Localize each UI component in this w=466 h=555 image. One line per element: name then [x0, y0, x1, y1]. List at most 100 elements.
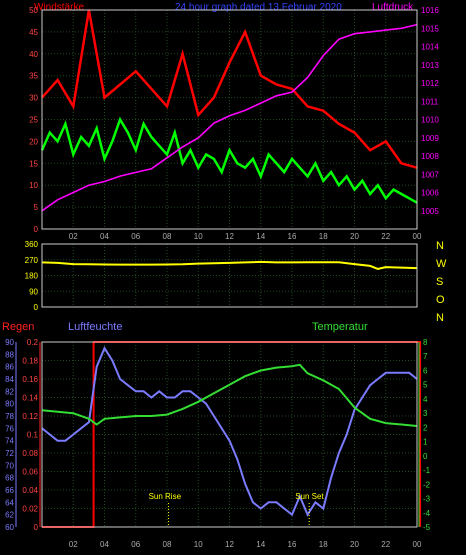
humidity-y-ticks: 90 88 86 84 82 80 78 76 74 72 70 68 66 64 62 60 — [5, 338, 14, 532]
wind-y-tick: 30 — [29, 94, 38, 103]
series-line-Windrichtung — [41, 260, 418, 270]
rain-y-tick: 0.14 — [22, 394, 38, 403]
wind-y-tick: 20 — [29, 137, 38, 146]
humidity-y-tick: 60 — [5, 523, 14, 532]
x-tick-label: 10 — [194, 540, 203, 549]
rain-y-tick: 0.2 — [27, 338, 39, 347]
compass-label: N — [436, 240, 444, 252]
temperature-y-tick: 4 — [423, 395, 428, 404]
wind-axis-label: Windstärke — [34, 2, 84, 13]
temperature-y-tick: -1 — [423, 466, 431, 475]
pressure-y-tick: 1016 — [421, 6, 439, 15]
rain-y-tick: 0.16 — [22, 375, 38, 384]
x-tick-label: 18 — [319, 232, 328, 241]
chart-title: 24 hour graph dated 13.Februar 2020 — [175, 2, 342, 13]
humidity-y-tick: 70 — [5, 461, 14, 470]
x-tick-label: 02 — [69, 232, 78, 241]
humidity-y-tick: 80 — [5, 400, 14, 409]
pressure-y-tick: 1009 — [421, 134, 439, 143]
compass-label: O — [436, 294, 445, 306]
pressure-y-tick: 1012 — [421, 79, 439, 88]
temperature-y-tick: 3 — [423, 409, 428, 418]
humidity-y-tick: 64 — [5, 498, 14, 507]
direction-y-tick: 90 — [29, 287, 38, 296]
rain-y-tick: 0.06 — [22, 468, 38, 477]
wind-y-tick: 45 — [29, 28, 38, 37]
wind-y-tick: 10 — [29, 181, 38, 190]
series-line-Windstärke — [40, 116, 418, 204]
humidity-y-tick: 82 — [5, 387, 14, 396]
x-tick-label: 08 — [163, 232, 172, 241]
compass-label: S — [436, 276, 443, 288]
humidity-axis-label: Luftfeuchte — [68, 321, 122, 333]
humidity-y-tick: 84 — [5, 375, 14, 384]
pressure-y-tick: 1006 — [421, 189, 439, 198]
pressure-y-tick: 1015 — [421, 24, 439, 33]
temperature-axis-label: Temperatur — [312, 321, 368, 333]
direction-y-tick: 360 — [25, 240, 39, 249]
humidity-y-tick: 90 — [5, 338, 14, 347]
rain-y-tick: 0.02 — [22, 505, 38, 514]
x-tick-label: 12 — [225, 232, 234, 241]
pressure-y-tick: 1010 — [421, 116, 439, 125]
x-tick-label: 12 — [225, 540, 234, 549]
rain-y-tick: 0.12 — [22, 412, 38, 421]
rain-y-tick: 0 — [34, 523, 39, 532]
rain-y-tick: 0.04 — [22, 486, 38, 495]
temperature-y-tick: 5 — [423, 381, 428, 390]
x-tick-label: 00 — [413, 232, 422, 241]
humidity-y-tick: 76 — [5, 424, 14, 433]
temperature-y-tick: -3 — [423, 495, 431, 504]
direction-series — [41, 260, 418, 270]
wind-y-tick: 25 — [29, 116, 38, 125]
x-tick-label: 18 — [319, 540, 328, 549]
humidity-y-tick: 86 — [5, 363, 14, 372]
temperature-y-tick: 6 — [423, 366, 428, 375]
x-tick-label: 04 — [100, 232, 109, 241]
wind-grid — [42, 9, 418, 230]
x-tick-label: 20 — [350, 232, 359, 241]
temperature-y-tick: 1 — [423, 438, 428, 447]
wind-y-tick: 40 — [29, 50, 38, 59]
x-tick-label: 08 — [163, 540, 172, 549]
rain-y-tick: 0.08 — [22, 449, 38, 458]
humidity-y-tick: 72 — [5, 449, 14, 458]
pressure-y-tick: 1011 — [421, 97, 439, 106]
wind-y-tick: 50 — [29, 6, 38, 15]
pressure-axis-label: Luftdruck — [372, 2, 414, 13]
x-tick-label: 14 — [256, 540, 265, 549]
direction-y-tick: 270 — [25, 256, 39, 265]
temperature-y-tick: 8 — [423, 338, 428, 347]
wind-y-tick: 35 — [29, 72, 38, 81]
sunset-annotation: Sun Set — [295, 492, 324, 501]
x-tick-label: 20 — [350, 540, 359, 549]
rain-y-tick: 0.18 — [22, 357, 38, 366]
rain-y-ticks: 0.2 0.18 0.16 0.14 0.12 0.1 0.08 0.06 0.04 0.02 0 — [22, 338, 38, 532]
series-line-Luftfeuchte — [41, 346, 418, 517]
x-tick-label: 06 — [131, 540, 140, 549]
pressure-y-tick: 1008 — [421, 152, 439, 161]
rain-axis-label: Regen — [2, 321, 34, 333]
x-tick-label: 22 — [381, 540, 390, 549]
pressure-y-tick: 1005 — [421, 207, 439, 216]
direction-y-tick: 180 — [25, 272, 39, 281]
rain-y-tick: 0.1 — [27, 431, 39, 440]
temperature-y-tick: 2 — [423, 423, 428, 432]
pressure-y-ticks: 1005 1006 1007 1008 1009 1010 1011 1012 1013 1014… — [421, 6, 439, 216]
humidity-y-tick: 88 — [5, 350, 14, 359]
temperature-y-ticks: 8 7 6 5 4 3 2 1 0 -1 -2 -3 -4 -5 — [423, 338, 431, 532]
climate-plot-frame — [41, 341, 418, 528]
wind-x-ticks: 02 04 06 08 10 12 14 16 18 20 22 00 — [69, 232, 422, 241]
pressure-y-tick: 1007 — [421, 170, 439, 179]
series-line-Böen — [41, 9, 418, 169]
compass-label: W — [436, 258, 447, 270]
compass-label: N — [436, 312, 444, 324]
wind-series — [40, 9, 418, 212]
x-tick-label: 02 — [69, 540, 78, 549]
pressure-y-tick: 1013 — [421, 61, 439, 70]
climate-x-ticks: 02 04 06 08 10 12 14 16 18 20 22 00 — [69, 540, 422, 549]
temperature-y-tick: 7 — [423, 352, 428, 361]
humidity-y-tick: 62 — [5, 511, 14, 520]
